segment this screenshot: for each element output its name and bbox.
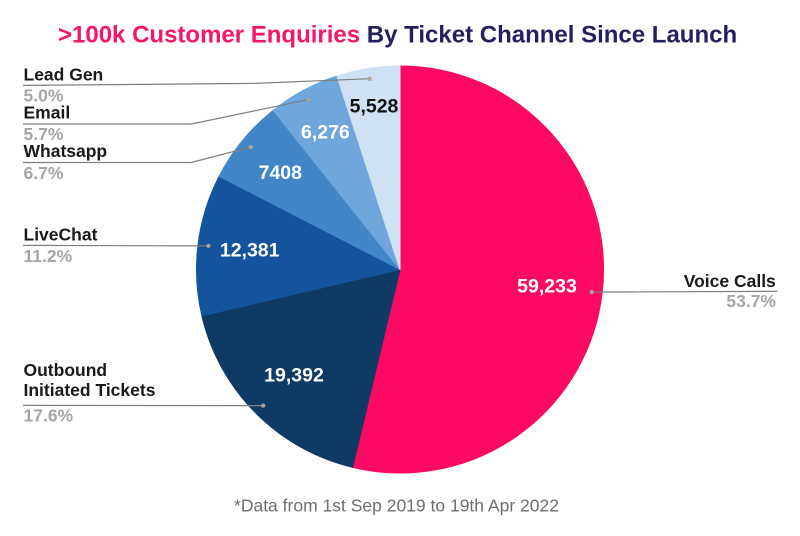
- svg-text:Voice Calls: Voice Calls: [684, 271, 776, 291]
- svg-text:>100k Customer Enquiries By Ti: >100k Customer Enquiries By Ticket Chann…: [58, 21, 737, 48]
- svg-text:LiveChat: LiveChat: [24, 224, 98, 244]
- svg-text:Lead Gen: Lead Gen: [24, 64, 104, 84]
- svg-text:Initiated Tickets: Initiated Tickets: [24, 380, 156, 400]
- svg-text:Outbound: Outbound: [24, 360, 108, 380]
- svg-text:17.6%: 17.6%: [24, 406, 74, 426]
- svg-text:11.2%: 11.2%: [24, 246, 73, 266]
- svg-text:*Data from 1st Sep 2019 to 19t: *Data from 1st Sep 2019 to 19th Apr 2022: [234, 496, 559, 516]
- svg-text:12,381: 12,381: [220, 240, 280, 262]
- svg-text:6.7%: 6.7%: [24, 163, 64, 183]
- svg-text:7408: 7408: [259, 162, 303, 184]
- svg-text:5,528: 5,528: [350, 95, 399, 117]
- svg-text:53.7%: 53.7%: [726, 291, 776, 311]
- svg-text:6,276: 6,276: [301, 121, 350, 143]
- svg-text:5.7%: 5.7%: [24, 124, 64, 144]
- svg-text:5.0%: 5.0%: [24, 86, 64, 106]
- svg-text:19,392: 19,392: [264, 365, 324, 387]
- svg-text:Whatsapp: Whatsapp: [24, 141, 108, 161]
- svg-text:59,233: 59,233: [517, 276, 577, 298]
- svg-text:Email: Email: [24, 103, 71, 123]
